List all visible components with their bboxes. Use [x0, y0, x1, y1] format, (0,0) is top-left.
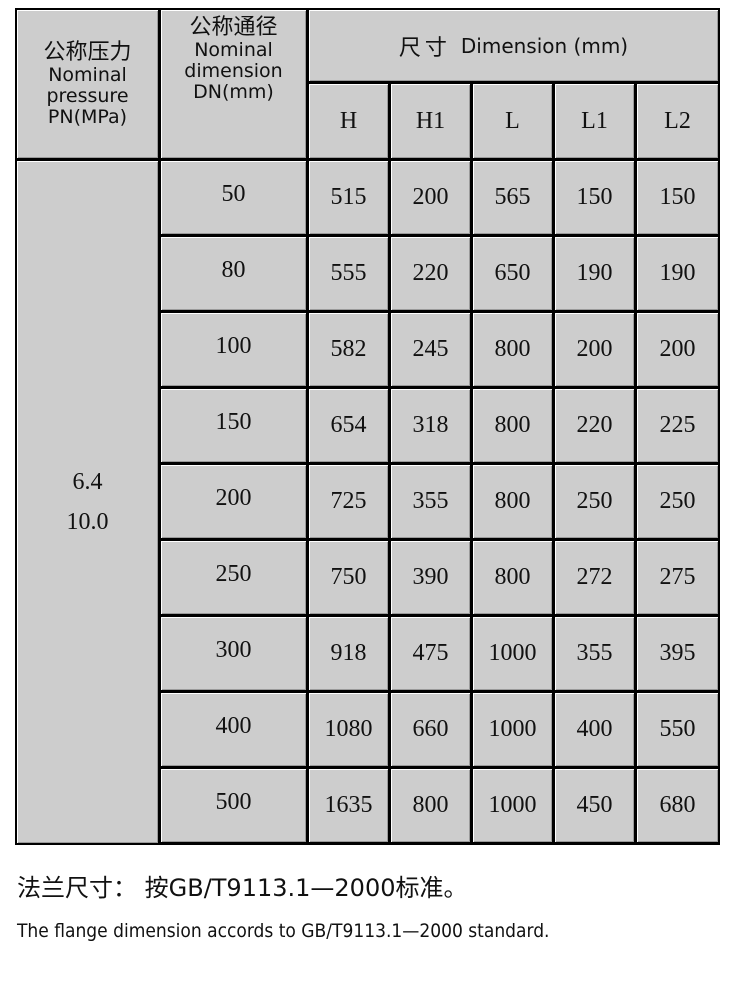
table-cell: 275: [637, 541, 718, 614]
note-en: The flange dimension accords to GB/T9113…: [17, 920, 550, 942]
table-cell: 750: [309, 541, 388, 614]
table-cell: 200: [637, 313, 718, 386]
table-cell: 355: [391, 465, 470, 538]
table-cell: 800: [473, 389, 552, 462]
table-cell: 475: [391, 617, 470, 690]
header-dn-en2: dimension: [184, 60, 283, 82]
table-cell: 800: [473, 465, 552, 538]
table-cell: 390: [391, 541, 470, 614]
table-cell: 450: [555, 769, 634, 842]
table-cell: 800: [473, 541, 552, 614]
table-cell: 318: [391, 389, 470, 462]
dimension-table: 公称压力 Nominal pressure PN(MPa) 公称通径 Nomin…: [15, 8, 720, 845]
note-zh: 法兰尺寸： 按GB/T9113.1—2000标准。: [17, 874, 468, 902]
table-cell: 918: [309, 617, 388, 690]
table-cell: 395: [637, 617, 718, 690]
table-cell: 1635: [309, 769, 388, 842]
table-cell: 200: [391, 161, 470, 234]
table-cell: 225: [637, 389, 718, 462]
table-cell: 1000: [473, 617, 552, 690]
table-cell: 355: [555, 617, 634, 690]
table-cell: 555: [309, 237, 388, 310]
dn-cell: 250: [161, 541, 306, 614]
table-cell: 220: [391, 237, 470, 310]
header-pn-en3: PN(MPa): [47, 105, 128, 128]
table-cell: 800: [473, 313, 552, 386]
header-dn-en3: DN(mm): [193, 81, 274, 103]
table-cell: 515: [309, 161, 388, 234]
table-cell: 190: [637, 237, 718, 310]
table-cell: 725: [309, 465, 388, 538]
dn-cell: 80: [161, 237, 306, 310]
table-cell: 200: [555, 313, 634, 386]
table-cell: 550: [637, 693, 718, 766]
header-pn-en2: pressure: [46, 84, 129, 107]
table-cell: 660: [391, 693, 470, 766]
table-cell: 565: [473, 161, 552, 234]
dn-cell: 500: [161, 769, 306, 842]
header-dimension: 尺寸 Dimension (mm): [309, 10, 718, 81]
pressure-cell: 6.4 10.0: [17, 161, 158, 843]
table-cell: 1000: [473, 769, 552, 842]
table-cell: 190: [555, 237, 634, 310]
header-pn-zh: 公称压力: [43, 39, 132, 65]
table-cell: 650: [473, 237, 552, 310]
table-cell: 220: [555, 389, 634, 462]
pressure-value: 10.0: [66, 509, 109, 535]
column-header: H: [309, 84, 388, 158]
column-header: L2: [637, 84, 718, 158]
dn-cell: 100: [161, 313, 306, 386]
table-cell: 800: [391, 769, 470, 842]
table-cell: 245: [391, 313, 470, 386]
column-header: L1: [555, 84, 634, 158]
dn-cell: 150: [161, 389, 306, 462]
dn-cell: 200: [161, 465, 306, 538]
header-dn-en1: Nominal: [194, 39, 273, 61]
table-cell: 1080: [309, 693, 388, 766]
table-cell: 400: [555, 693, 634, 766]
header-dn-zh: 公称通径: [189, 15, 278, 40]
table-cell: 680: [637, 769, 718, 842]
table-cell: 150: [637, 161, 718, 234]
table-cell: 250: [555, 465, 634, 538]
header-dim-en: Dimension (mm): [460, 33, 629, 58]
header-pn-en1: Nominal: [48, 63, 127, 86]
header-pn: 公称压力 Nominal pressure PN(MPa): [17, 10, 158, 158]
table-cell: 150: [555, 161, 634, 234]
column-header: H1: [391, 84, 470, 158]
pressure-value: 6.4: [72, 469, 103, 495]
table-cell: 1000: [473, 693, 552, 766]
dn-cell: 50: [161, 161, 306, 234]
dn-cell: 300: [161, 617, 306, 690]
table-cell: 250: [637, 465, 718, 538]
header-dim-zh: 尺寸: [398, 35, 451, 61]
table-cell: 582: [309, 313, 388, 386]
header-dn: 公称通径 Nominal dimension DN(mm): [161, 10, 306, 158]
dn-cell: 400: [161, 693, 306, 766]
column-header: L: [473, 84, 552, 158]
table-cell: 654: [309, 389, 388, 462]
table-cell: 272: [555, 541, 634, 614]
